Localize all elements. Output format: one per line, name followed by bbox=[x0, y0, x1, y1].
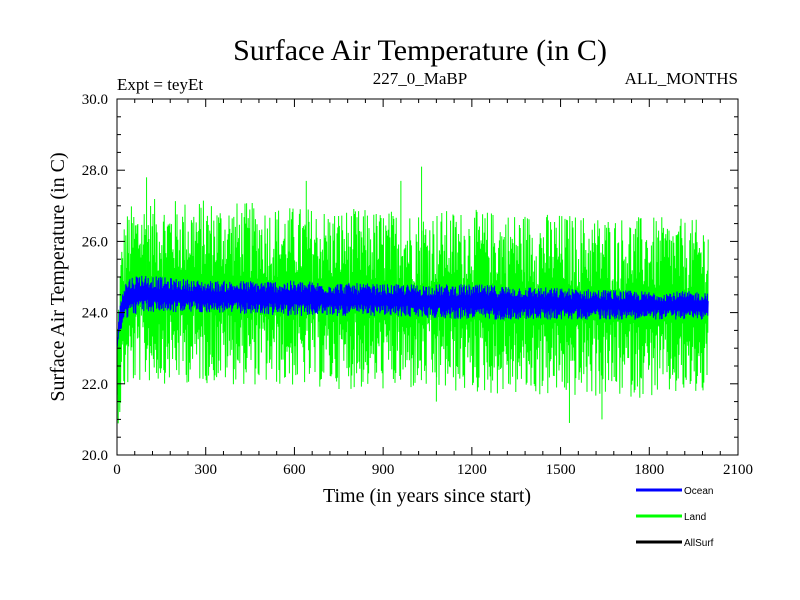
x-tick-label: 1500 bbox=[546, 462, 576, 478]
months-label: ALL_MONTHS bbox=[625, 69, 738, 88]
legend-label-allsurf: AllSurf bbox=[684, 538, 714, 549]
y-tick-label: 26.0 bbox=[82, 234, 108, 250]
x-tick-label: 1800 bbox=[634, 462, 664, 478]
y-axis-label: Surface Air Temperature (in C) bbox=[47, 152, 69, 401]
series-land-line bbox=[116, 199, 709, 424]
x-tick-label: 300 bbox=[194, 462, 217, 478]
x-tick-label: 900 bbox=[372, 462, 395, 478]
legend: Ocean Land AllSurf bbox=[636, 486, 714, 549]
y-tick-label: 30.0 bbox=[82, 92, 108, 108]
legend-label-ocean: Ocean bbox=[684, 486, 713, 497]
x-tick-label: 1200 bbox=[457, 462, 487, 478]
experiment-label: Expt = teyEt bbox=[117, 75, 203, 94]
y-tick-label: 24.0 bbox=[82, 306, 108, 322]
y-axis: 20.0 22.0 24.0 26.0 28.0 30.0 bbox=[82, 92, 738, 464]
x-tick-label: 0 bbox=[113, 462, 121, 478]
y-tick-label: 28.0 bbox=[82, 163, 108, 179]
y-tick-label: 22.0 bbox=[82, 377, 108, 393]
plot-area bbox=[116, 166, 709, 424]
y-tick-label: 20.0 bbox=[82, 448, 108, 464]
x-axis: 0 300 600 900 1200 1500 1800 2100 bbox=[113, 99, 753, 478]
x-tick-label: 2100 bbox=[723, 462, 753, 478]
time-period-label: 227_0_MaBP bbox=[373, 69, 467, 88]
chart-title: Surface Air Temperature (in C) bbox=[233, 34, 607, 67]
legend-label-land: Land bbox=[684, 512, 706, 523]
x-tick-label: 600 bbox=[283, 462, 306, 478]
series-ocean-line bbox=[116, 275, 709, 349]
x-axis-label: Time (in years since start) bbox=[323, 485, 531, 507]
